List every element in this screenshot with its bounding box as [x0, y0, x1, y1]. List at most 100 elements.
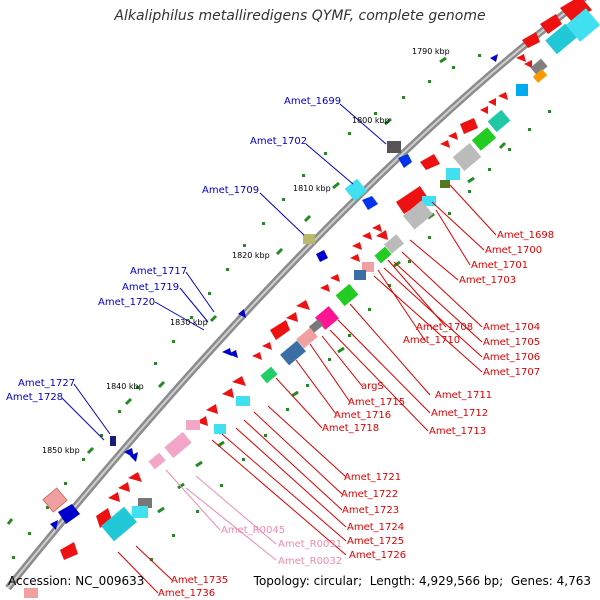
tick-label: 1830 kbp	[170, 318, 208, 327]
reverse-gene-arrow	[286, 312, 298, 322]
gene-label: Amet_1707	[483, 367, 540, 378]
reverse-gene-arrow	[232, 376, 246, 386]
reverse-gene-box	[296, 327, 318, 349]
forward-gene-arrow	[58, 504, 80, 524]
reverse-gene-arrow	[320, 284, 330, 292]
tick-label: 1800 kbp	[352, 116, 390, 125]
reverse-gene-box	[532, 69, 548, 83]
reverse-gene-arrow	[488, 98, 496, 106]
gene-label: Amet_1736	[158, 588, 215, 599]
tick-dots-inner	[150, 110, 551, 561]
gene-label: Amet_1703	[459, 275, 516, 286]
gene-label: Amet_1715	[348, 397, 405, 408]
map-title: Alkaliphilus metalliredigens QYMF, compl…	[114, 8, 486, 24]
forward-gene-box	[387, 141, 401, 153]
gene-label: Amet_1708	[416, 322, 473, 333]
reverse-gene-arrow	[222, 388, 234, 398]
forward-gene-box	[42, 487, 68, 513]
reverse-features	[24, 0, 600, 598]
reverse-gene-box	[446, 168, 460, 180]
gene-label: Amet_1726	[349, 550, 406, 561]
genome-summary: Topology: circular; Length: 4,929,566 bp…	[253, 574, 591, 588]
gene-label: Amet_1711	[435, 390, 492, 401]
reverse-gene-box	[362, 262, 374, 272]
reverse-gene-arrow	[480, 106, 488, 114]
gene-label: Amet_1701	[471, 260, 528, 271]
forward-gene-arrow	[228, 350, 238, 358]
topology-label: Topology:	[253, 574, 310, 588]
forward-gene-labels: Amet_1699 Amet_1702 Amet_1709 Amet_1717 …	[6, 96, 341, 403]
forward-gene-box	[303, 234, 315, 244]
gene-label: Amet_1720	[98, 297, 155, 308]
reverse-gene-arrow	[352, 242, 362, 250]
gene-label: Amet_1706	[483, 352, 540, 363]
gene-label: Amet_1735	[171, 575, 228, 586]
forward-gene-arrow	[490, 54, 498, 62]
gene-label: Amet_1704	[483, 322, 540, 333]
reverse-gene-arrow	[560, 0, 592, 22]
tick-dots-outer	[12, 54, 481, 559]
reverse-gene-box	[516, 84, 528, 96]
gene-label: Amet_1712	[431, 408, 488, 419]
gene-label: Amet_1700	[485, 245, 542, 256]
gene-label: Amet_1727	[18, 378, 75, 389]
reverse-gene-arrow	[128, 472, 142, 482]
reverse-gene-box	[354, 270, 366, 280]
topology-value: circular	[313, 574, 359, 588]
kbp-tick-labels: 1790 kbp 1800 kbp 1810 kbp 1820 kbp 1830…	[42, 47, 450, 455]
rna-label: Amet_R0031	[278, 539, 342, 550]
reverse-gene-arrow	[330, 274, 340, 282]
reverse-gene-arrow	[524, 60, 532, 68]
gene-label: Amet_1713	[429, 426, 486, 437]
rna-gene-labels: Amet_R0045 Amet_R0031 Amet_R0032	[221, 525, 342, 567]
reverse-gene-box	[565, 8, 600, 42]
tick-label: 1850 kbp	[42, 446, 80, 455]
reverse-gene-labels: Amet_1698 Amet_1700 Amet_1701 Amet_1703 …	[158, 230, 554, 599]
genes-value: 4,763	[556, 574, 591, 588]
reverse-gene-box	[214, 424, 226, 434]
gene-label: Amet_1724	[347, 522, 404, 533]
reverse-gene-arrow	[362, 232, 372, 240]
reverse-gene-box	[471, 127, 497, 151]
gene-label: Amet_1722	[341, 489, 398, 500]
gene-label: Amet_1702	[250, 136, 307, 147]
length-value: 4,929,566 bp	[419, 574, 500, 588]
rna-label-connectors	[165, 469, 277, 561]
tick-label: 1790 kbp	[412, 47, 450, 56]
genome-backbone-highlight	[7, 0, 584, 589]
reverse-gene-box	[24, 588, 38, 598]
reverse-gene-box	[138, 498, 152, 508]
reverse-gene-arrow	[516, 54, 526, 62]
forward-label-connectors	[61, 103, 387, 441]
rna-label: Amet_R0032	[278, 556, 342, 567]
gene-label: Amet_1717	[130, 266, 187, 277]
reverse-gene-box	[236, 396, 250, 406]
gene-label: Amet_1721	[344, 472, 401, 483]
forward-features	[42, 54, 498, 530]
reverse-gene-arrow	[498, 92, 508, 100]
gene-label: Amet_1705	[483, 337, 540, 348]
reverse-gene-arrow	[350, 254, 360, 262]
reverse-gene-box	[260, 366, 278, 384]
forward-gene-arrow	[50, 520, 58, 530]
length-label: Length:	[369, 574, 416, 588]
rna-label: Amet_R0045	[221, 525, 285, 536]
gene-label: Amet_1709	[202, 185, 259, 196]
gene-label: Amet_1716	[334, 410, 391, 421]
forward-gene-box	[110, 436, 116, 446]
reverse-gene-arrow	[252, 352, 262, 360]
forward-gene-arrow	[316, 250, 328, 262]
reverse-gene-arrow	[372, 224, 382, 232]
tick-label: 1810 kbp	[293, 184, 331, 193]
gene-label: Amet_1723	[342, 505, 399, 516]
reverse-gene-arrow	[296, 300, 310, 310]
reverse-gene-box	[422, 196, 436, 206]
reverse-gene-box	[374, 246, 392, 264]
reverse-gene-box	[308, 319, 324, 333]
reverse-gene-box	[452, 143, 482, 171]
forward-gene-arrow	[238, 309, 246, 318]
reverse-gene-box	[101, 506, 137, 542]
gene-label: Amet_1728	[6, 392, 63, 403]
reverse-gene-box	[530, 58, 548, 76]
